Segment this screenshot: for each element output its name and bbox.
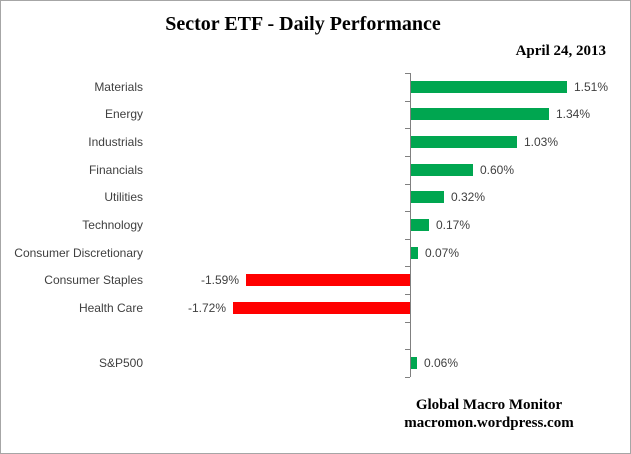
bar: [411, 108, 549, 120]
axis-tick: [405, 101, 410, 102]
chart-date: April 24, 2013: [515, 43, 606, 59]
axis-tick: [405, 156, 410, 157]
bar-value-label: 0.07%: [425, 246, 460, 260]
bar: [411, 136, 517, 148]
category-label: Energy: [104, 107, 143, 121]
footer-source-name: Global Macro Monitor: [415, 397, 563, 413]
bar-value-label: -1.59%: [200, 273, 239, 287]
bar-value-label: 0.17%: [436, 218, 471, 232]
bar: [411, 247, 418, 259]
bar: [411, 81, 567, 93]
bar-value-label: 0.32%: [451, 190, 486, 204]
axis-tick: [405, 266, 410, 267]
axis-tick: [405, 322, 410, 323]
bar: [411, 191, 444, 203]
axis-tick: [405, 128, 410, 129]
category-label: S&P500: [98, 356, 143, 370]
bar: [411, 164, 473, 176]
bar-value-label: 1.51%: [574, 80, 609, 94]
category-label: Consumer Staples: [44, 273, 143, 287]
axis-tick: [405, 184, 410, 185]
category-label: Technology: [82, 218, 143, 232]
bar: [246, 274, 410, 286]
chart-footer: Global Macro Monitor macromon.wordpress.…: [339, 397, 630, 432]
axis-tick: [405, 377, 410, 378]
bar-value-label: 0.60%: [480, 163, 515, 177]
category-label: Health Care: [78, 301, 143, 315]
value-axis-line: [410, 73, 411, 377]
category-label: Utilities: [104, 190, 143, 204]
axis-tick: [405, 349, 410, 350]
bar: [411, 219, 429, 231]
category-label: Materials: [94, 80, 143, 94]
bar: [233, 302, 410, 314]
bar-value-label: 1.03%: [524, 135, 559, 149]
axis-tick: [405, 239, 410, 240]
bar-value-label: 0.06%: [424, 356, 459, 370]
axis-tick: [405, 294, 410, 295]
bar-value-label: 1.34%: [556, 107, 591, 121]
bar-value-label: -1.72%: [187, 301, 226, 315]
chart-title: Sector ETF - Daily Performance: [165, 13, 441, 35]
footer-source-url: macromon.wordpress.com: [404, 414, 574, 431]
axis-tick: [405, 211, 410, 212]
bar: [411, 357, 417, 369]
category-label: Industrials: [88, 135, 143, 149]
category-label: Consumer Discretionary: [14, 246, 143, 260]
axis-tick: [405, 73, 410, 74]
category-label: Financials: [88, 163, 143, 177]
